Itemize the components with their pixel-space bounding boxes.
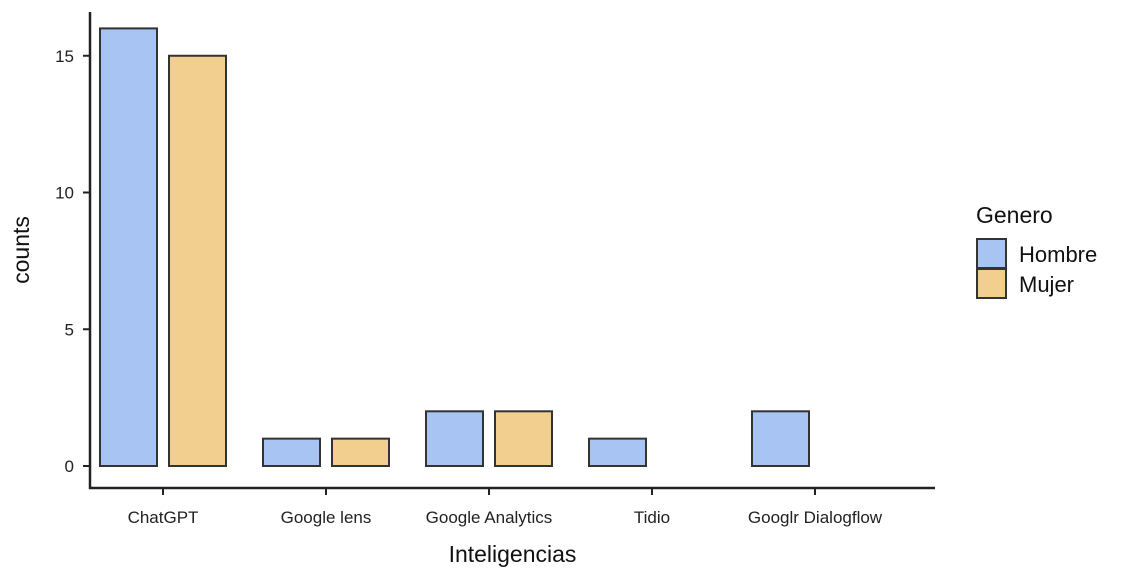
- bar-hombre-0: [99, 27, 158, 468]
- legend-swatch-hombre: [976, 238, 1007, 269]
- bar-mujer-0: [168, 54, 227, 468]
- legend-swatch-mujer: [976, 268, 1007, 299]
- y-tick-label-1: 5: [65, 320, 74, 339]
- bars-layer: [99, 27, 810, 468]
- x-tick-label-0: ChatGPT: [128, 508, 199, 527]
- bar-mujer-2: [494, 410, 553, 468]
- y-axis-title: counts: [8, 216, 34, 284]
- y-tick-label-3: 15: [55, 47, 74, 66]
- legend-title: Genero: [976, 202, 1053, 228]
- legend-label-mujer: Mujer: [1019, 272, 1074, 297]
- bar-hombre-2: [425, 410, 484, 468]
- bar-hombre-1: [262, 437, 321, 468]
- x-axis-title: Inteligencias: [449, 541, 577, 567]
- x-tick-label-3: Tidio: [634, 508, 670, 527]
- y-tick-label-2: 10: [55, 184, 74, 203]
- x-tick-label-4: Googlr Dialogflow: [748, 508, 883, 527]
- bar-mujer-1: [331, 437, 390, 468]
- x-axis-ticks: ChatGPT Google lens Google Analytics Tidio G…: [128, 488, 883, 527]
- bar-hombre-3: [588, 437, 647, 468]
- bar-hombre-4: [751, 410, 810, 468]
- legend-items: Hombre Mujer: [976, 238, 1097, 299]
- y-axis-ticks: 0 5 10 15: [55, 47, 90, 476]
- legend: Genero Hombre Mujer: [976, 202, 1097, 299]
- legend-label-hombre: Hombre: [1019, 242, 1097, 267]
- y-tick-label-0: 0: [65, 457, 74, 476]
- x-tick-label-2: Google Analytics: [426, 508, 553, 527]
- x-tick-label-1: Google lens: [281, 508, 372, 527]
